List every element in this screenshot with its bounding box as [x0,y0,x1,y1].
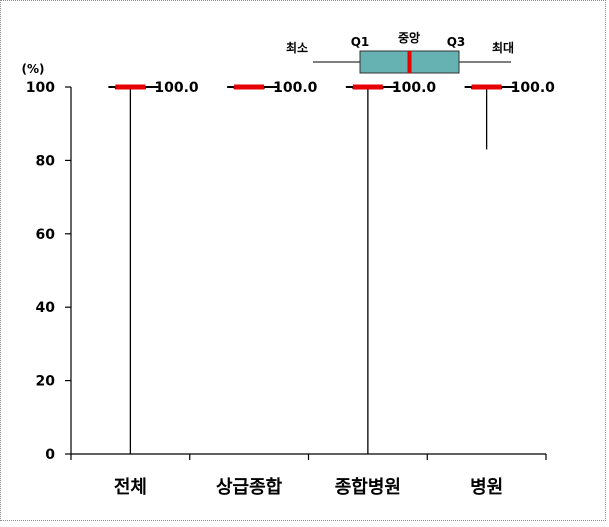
y-tick-label: 40 [36,300,56,316]
y-tick-label: 100 [26,80,55,96]
boxes: 100.0 100.0 100.0 100.0 [108,80,555,454]
x-category-label: 상급종합 [216,476,283,498]
x-category-label: 전체 [114,477,147,498]
box-value-label: 100.0 [511,80,556,96]
y-tick-label: 80 [36,153,56,169]
legend-q3-label: Q3 [447,35,466,49]
legend: 최소 Q1 중앙 Q3 최대 [286,31,514,74]
box-value-label: 100.0 [154,80,199,96]
y-tick-label: 60 [36,227,56,243]
y-tick-label: 20 [36,374,56,390]
box-value-label: 100.0 [392,80,437,96]
y-ticks: 0 20 40 60 80 100 [26,80,71,463]
legend-max-label: 최대 [492,40,514,55]
y-tick-label: 0 [45,447,55,463]
x-category-label: 병원 [470,477,503,498]
legend-q1-label: Q1 [351,35,370,49]
x-ticks: 전체 상급종합 종합병원 병원 [70,454,547,498]
y-unit-label: (%) [22,62,45,76]
box-0: 100.0 [108,80,199,454]
box-2: 100.0 [345,80,437,454]
box-1: 100.0 [227,80,318,96]
x-category-label: 종합병원 [335,476,401,498]
box-value-label: 100.0 [273,80,318,96]
box-3: 100.0 [464,80,556,150]
legend-min-label: 최소 [286,40,308,55]
legend-median-label: 중앙 [398,31,420,45]
